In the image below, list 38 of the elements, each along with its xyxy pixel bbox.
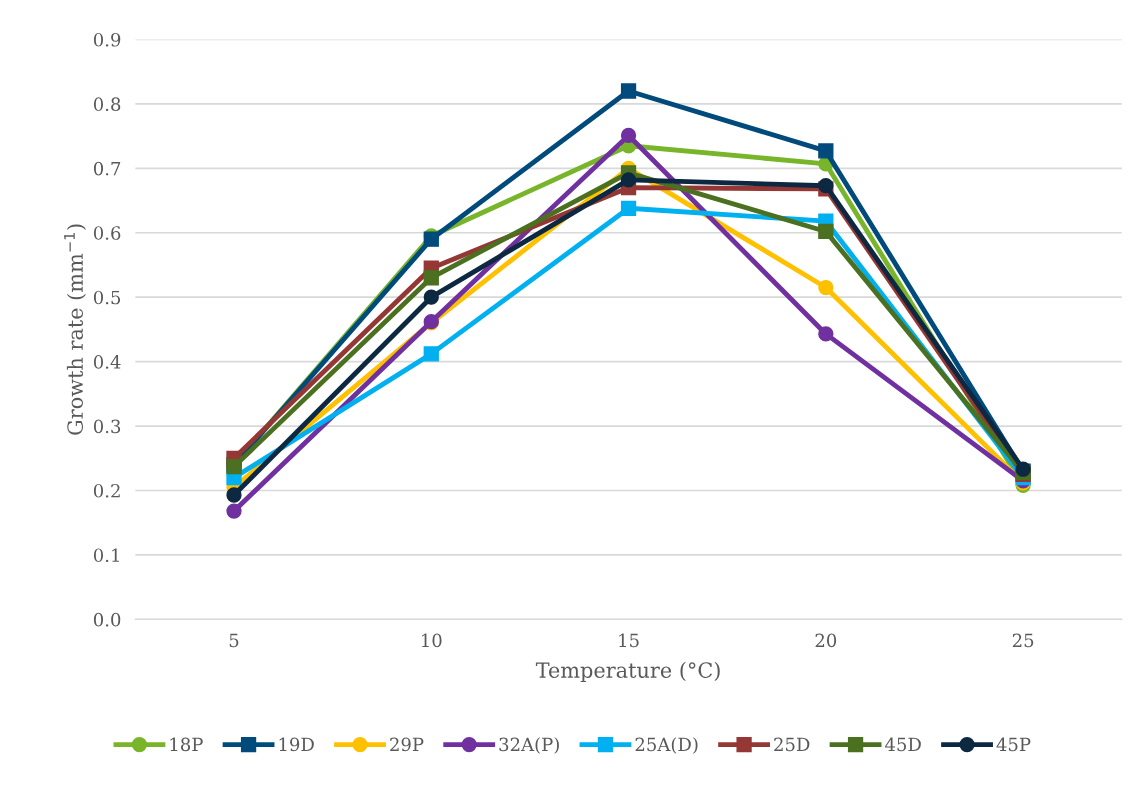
y-tick-label: 0.9 xyxy=(93,32,121,47)
point xyxy=(620,83,637,99)
y-tick-label: 0.8 xyxy=(93,97,121,111)
legend-label: 25A(D) xyxy=(635,737,698,754)
y-tick-label: 0.6 xyxy=(93,226,121,240)
y-tick-label: 0.4 xyxy=(93,355,121,369)
x-tick-label: 10 xyxy=(421,633,442,648)
y-axis-title: Growth rate (mm$^{−1}$) xyxy=(64,224,86,435)
point xyxy=(818,143,834,159)
legend-label: 32A(P) xyxy=(499,737,559,754)
point xyxy=(620,172,637,188)
point xyxy=(226,503,242,519)
legend-label: 25D xyxy=(774,737,810,752)
y-tick-label: 0.3 xyxy=(93,419,121,434)
point xyxy=(423,346,439,362)
y-tick-label: 0.1 xyxy=(93,548,119,563)
x-tick-label: 15 xyxy=(619,633,639,648)
legend-label: 19D xyxy=(279,737,314,752)
point xyxy=(620,127,637,144)
point xyxy=(818,223,834,240)
y-tick-label: 0.7 xyxy=(93,161,121,176)
point xyxy=(226,487,242,503)
legend-label: 29P xyxy=(390,737,424,752)
point xyxy=(818,326,834,342)
y-tick-label: 0.0 xyxy=(93,612,121,627)
legend-label: 45D xyxy=(885,737,921,752)
point xyxy=(620,200,637,216)
x-tick-label: 5 xyxy=(229,633,239,648)
point xyxy=(818,279,834,296)
y-tick-label: 0.5 xyxy=(93,290,121,305)
y-tick-label: 0.2 xyxy=(93,483,120,498)
point xyxy=(423,289,439,305)
x-tick-label: 20 xyxy=(815,633,837,648)
point xyxy=(423,270,439,286)
x-tick-label: 25 xyxy=(1012,633,1034,648)
x-axis-title: Temperature (°C) xyxy=(535,661,720,682)
legend-label: 45P xyxy=(996,737,1031,752)
legend-label: 18P xyxy=(170,737,203,752)
